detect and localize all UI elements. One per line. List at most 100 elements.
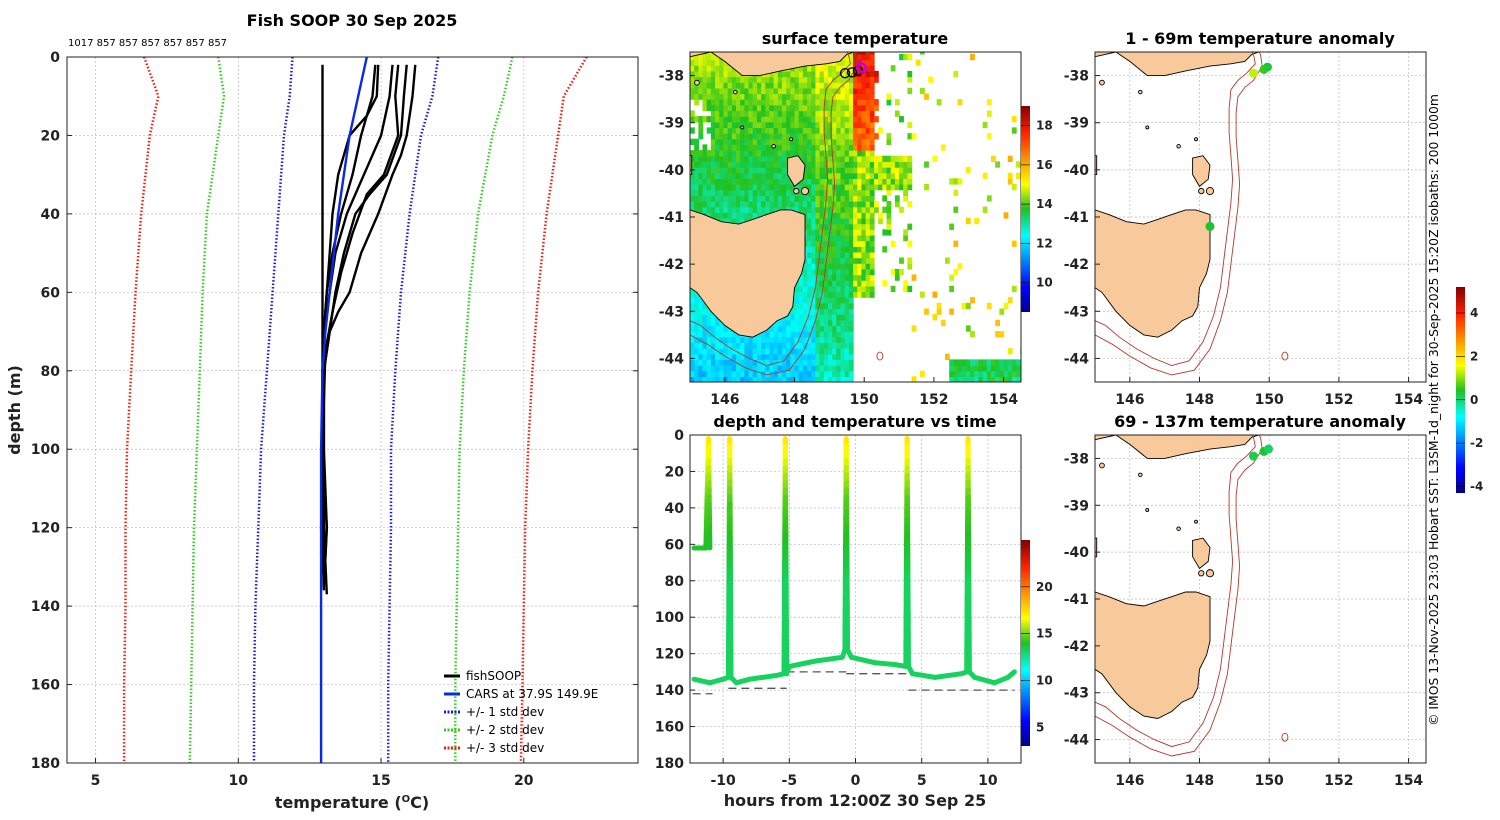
sst-cell bbox=[731, 201, 737, 208]
sst-cell bbox=[823, 70, 829, 78]
sst-cell bbox=[777, 150, 783, 157]
sst-cell bbox=[723, 93, 729, 100]
sst-cell bbox=[786, 376, 791, 382]
sst-cell bbox=[836, 189, 842, 196]
sst-cell bbox=[836, 302, 842, 310]
sst-cell bbox=[815, 201, 821, 208]
profile-fishsoop-cast-5 bbox=[322, 64, 417, 560]
sst-cell bbox=[1016, 161, 1021, 168]
sst-cell bbox=[823, 302, 829, 310]
sst-cell bbox=[844, 138, 850, 145]
sst-cell bbox=[723, 348, 729, 355]
sst-cell bbox=[706, 348, 712, 355]
sst-cell bbox=[836, 319, 842, 327]
sst-cell bbox=[865, 167, 871, 174]
anomaly-top-tasmania bbox=[1095, 209, 1211, 338]
sst-cell bbox=[840, 65, 846, 72]
sst-cell bbox=[869, 246, 875, 253]
sst-ytick-label: -44 bbox=[659, 351, 685, 367]
sst-cell bbox=[861, 195, 867, 202]
sst-cell bbox=[865, 178, 871, 185]
sst-map-content bbox=[690, 52, 1021, 382]
sst-cell bbox=[802, 257, 808, 264]
sst-cell bbox=[715, 138, 720, 145]
sst-cell bbox=[727, 370, 733, 377]
sst-cell bbox=[836, 121, 842, 129]
sst-cell bbox=[832, 144, 837, 151]
sst-cell bbox=[731, 121, 737, 129]
sst-cell bbox=[844, 99, 850, 106]
sst-cell bbox=[773, 76, 779, 83]
sst-cell bbox=[798, 87, 804, 95]
time-cast-segment bbox=[872, 660, 898, 668]
sst-cell bbox=[878, 155, 883, 162]
sst-cell bbox=[999, 370, 1005, 377]
sst-cell bbox=[782, 195, 787, 202]
sst-cell bbox=[782, 127, 787, 134]
sst-cell bbox=[786, 87, 791, 95]
sst-cell bbox=[853, 138, 858, 145]
sst-cell bbox=[811, 99, 817, 106]
sst-cell bbox=[1011, 359, 1017, 366]
sst-cell bbox=[832, 87, 837, 95]
sst-cell bbox=[727, 82, 733, 89]
sst-cell bbox=[836, 144, 842, 151]
sst-cell bbox=[719, 212, 725, 219]
sst-cell bbox=[782, 336, 787, 343]
sst-cell bbox=[857, 246, 862, 253]
sst-cell bbox=[840, 370, 846, 377]
time-cast-segment bbox=[747, 673, 779, 682]
sst-cell bbox=[823, 65, 829, 72]
anomaly-bottom-ytick-label: -42 bbox=[1064, 639, 1089, 655]
sst-cell bbox=[844, 353, 850, 360]
time-panel: depth and temperature vs time -10 -5 0 5 100… bbox=[655, 412, 1053, 810]
sst-cell bbox=[832, 229, 837, 236]
sst-cell bbox=[790, 150, 796, 157]
sst-cell bbox=[857, 110, 862, 117]
sst-cell bbox=[844, 206, 850, 213]
sst-cell bbox=[777, 359, 783, 366]
sst-cell bbox=[769, 376, 775, 382]
sst-cell bbox=[890, 172, 896, 179]
sst-cell bbox=[836, 359, 842, 366]
sst-cell bbox=[798, 65, 804, 72]
sst-cell bbox=[727, 76, 733, 83]
sst-cell bbox=[861, 155, 867, 162]
sst-cell bbox=[865, 161, 871, 168]
sst-cell bbox=[756, 110, 762, 117]
sst-cell bbox=[865, 150, 871, 157]
sst-cell bbox=[903, 161, 908, 168]
sst-cell bbox=[773, 70, 779, 78]
sst-cell bbox=[719, 376, 725, 382]
anomaly-top-small-island bbox=[1145, 125, 1150, 130]
sst-cell bbox=[727, 348, 733, 355]
sst-cell bbox=[802, 274, 808, 281]
sst-cell bbox=[869, 274, 875, 281]
sst-cell bbox=[715, 121, 720, 129]
sst-cell bbox=[769, 189, 775, 196]
sst-cell bbox=[815, 280, 821, 287]
sst-cell bbox=[832, 331, 837, 338]
sst-cell bbox=[819, 161, 825, 168]
sst-cell bbox=[706, 376, 712, 382]
sst-cell bbox=[719, 76, 725, 83]
sst-cell bbox=[869, 234, 875, 242]
sst-cell bbox=[811, 359, 817, 366]
sst-cell bbox=[815, 342, 821, 349]
sst-cell bbox=[798, 70, 804, 78]
anomaly-top-small-island bbox=[1194, 137, 1198, 142]
sst-cell bbox=[844, 82, 850, 89]
time-cast-segment bbox=[786, 658, 819, 669]
sst-cell bbox=[777, 116, 783, 123]
sst-cell bbox=[886, 138, 892, 145]
sst-cell bbox=[869, 223, 875, 230]
sst-cell bbox=[911, 376, 917, 382]
sst-cell bbox=[744, 376, 750, 382]
sst-cell bbox=[702, 201, 708, 208]
sst-cell bbox=[777, 342, 783, 349]
sst-cell bbox=[953, 365, 959, 372]
sst-cell bbox=[861, 110, 867, 117]
time-cast-lines bbox=[691, 436, 1017, 686]
sst-cell bbox=[756, 167, 762, 174]
sst-cell bbox=[869, 150, 875, 157]
